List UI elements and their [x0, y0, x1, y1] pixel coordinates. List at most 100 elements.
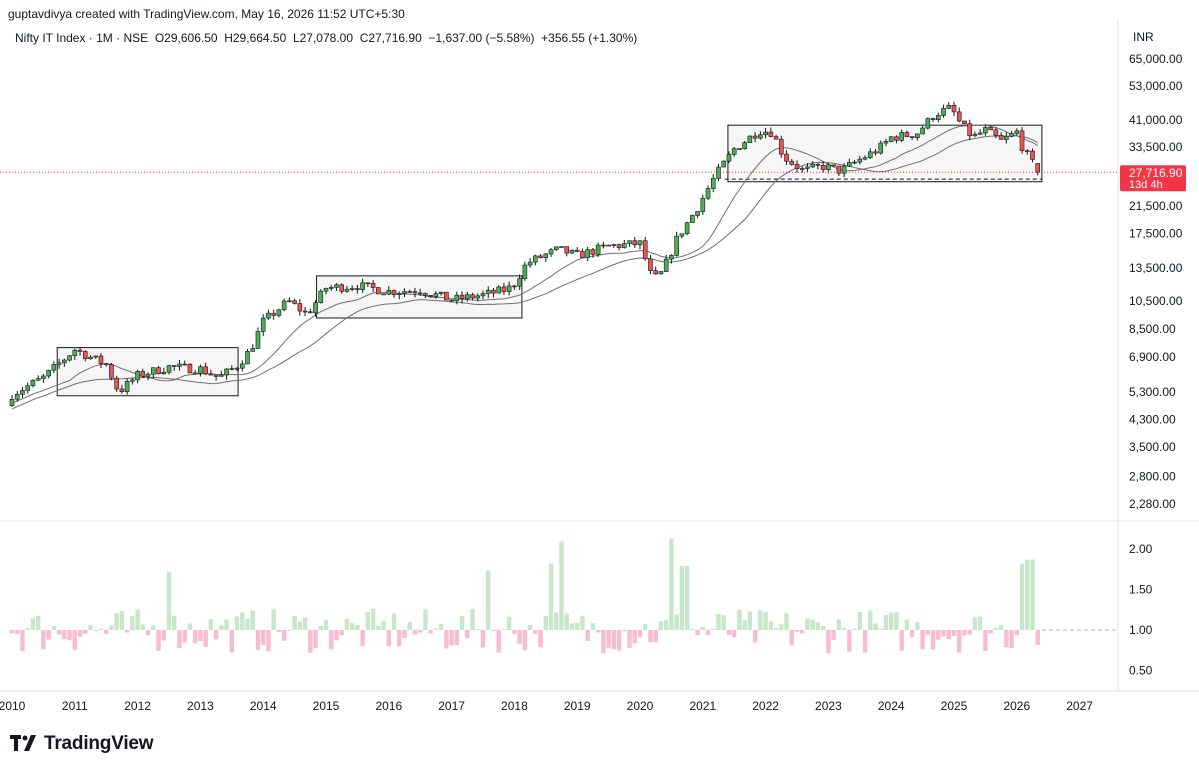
- candle-body: [198, 366, 203, 374]
- histogram-bar: [533, 630, 538, 634]
- histogram-bar: [1014, 630, 1019, 636]
- candle: [381, 293, 386, 296]
- histogram-bar: [302, 617, 308, 630]
- candle: [9, 395, 15, 407]
- candle-body: [391, 290, 397, 295]
- candle: [810, 161, 816, 169]
- histogram-bar: [527, 624, 533, 630]
- candle: [658, 270, 664, 275]
- histogram-bar: [909, 630, 915, 637]
- candle-body: [820, 164, 826, 170]
- candle: [920, 125, 925, 135]
- candle-body: [459, 294, 465, 300]
- candle-body: [62, 359, 67, 364]
- histogram-bar: [51, 625, 57, 630]
- candle-body: [145, 373, 151, 377]
- histogram-bar: [334, 630, 339, 641]
- histogram-bar: [412, 630, 418, 635]
- candle: [1024, 149, 1030, 155]
- candle: [234, 367, 240, 372]
- candle: [428, 295, 433, 298]
- candle: [412, 287, 418, 298]
- candle-body: [658, 271, 664, 275]
- candle-body: [355, 288, 360, 290]
- candle-body: [674, 235, 679, 256]
- candle: [742, 141, 747, 150]
- histogram-bar: [564, 613, 569, 630]
- candle-body: [318, 290, 324, 303]
- histogram-bar: [151, 625, 156, 630]
- candle: [203, 362, 208, 375]
- candle-body: [433, 293, 439, 297]
- histogram-bar: [852, 628, 857, 630]
- candle-body: [794, 164, 800, 169]
- price-tick-label: 41,000.00: [1129, 113, 1183, 127]
- candle-body: [915, 133, 920, 138]
- candle-body: [444, 291, 449, 301]
- histogram-bar: [255, 630, 261, 650]
- legend-symbol[interactable]: Nifty IT Index · 1M · NSE: [15, 31, 149, 45]
- histogram-bar: [622, 630, 627, 631]
- candle: [313, 300, 318, 317]
- histogram-bar: [810, 619, 815, 630]
- candle-body: [522, 264, 528, 279]
- candle-body: [271, 312, 276, 316]
- candle-body: [114, 377, 119, 390]
- candle: [637, 240, 643, 250]
- candle-body: [177, 363, 182, 367]
- candle: [391, 289, 397, 298]
- histogram-bar: [920, 630, 925, 650]
- candle-body: [747, 135, 753, 143]
- candle-body: [909, 136, 915, 138]
- candle: [935, 112, 941, 123]
- histogram-bar: [292, 615, 297, 630]
- histogram-bar: [62, 630, 67, 640]
- candle: [334, 283, 339, 291]
- histogram-bar: [250, 610, 255, 630]
- histogram-bar: [46, 630, 51, 640]
- candle: [543, 252, 549, 262]
- candle-body: [768, 131, 774, 137]
- candle: [883, 138, 889, 147]
- candle: [151, 367, 156, 379]
- histogram-bar: [72, 630, 77, 650]
- histogram-bar: [423, 609, 428, 630]
- candle: [977, 129, 983, 136]
- candle: [988, 126, 993, 131]
- candle-body: [815, 163, 821, 166]
- histogram-bar: [616, 630, 622, 651]
- candle: [25, 382, 31, 394]
- time-tick-label: 2014: [250, 699, 277, 713]
- histogram-bar: [203, 630, 208, 647]
- histogram-bar: [161, 630, 166, 641]
- candle: [805, 163, 810, 173]
- candle-body: [737, 148, 742, 150]
- candle-body: [140, 371, 146, 377]
- candle: [281, 298, 287, 312]
- candle: [731, 146, 737, 157]
- candle: [480, 290, 486, 300]
- indicator-tick-label: 2.00: [1129, 542, 1153, 556]
- candle-body: [705, 188, 711, 199]
- price-tick-label: 65,000.00: [1129, 52, 1183, 66]
- candle-body: [475, 295, 481, 299]
- histogram-bar: [1030, 559, 1035, 630]
- candle: [857, 155, 863, 165]
- candle: [438, 291, 444, 296]
- candle-body: [365, 282, 371, 285]
- histogram-bar: [266, 630, 271, 652]
- histogram-bar: [329, 630, 334, 650]
- candle-body: [1004, 135, 1009, 140]
- histogram-bar: [941, 630, 946, 637]
- candle: [103, 362, 109, 367]
- histogram-bar: [98, 628, 104, 630]
- current-price-tag: [1120, 165, 1186, 192]
- candle-body: [538, 255, 543, 258]
- histogram-bar: [172, 615, 177, 630]
- histogram-bar: [1004, 630, 1009, 648]
- candle-body: [423, 293, 428, 296]
- histogram-bar: [925, 630, 931, 635]
- tradingview-logo[interactable]: TradingView: [10, 733, 154, 755]
- candle-body: [810, 163, 816, 168]
